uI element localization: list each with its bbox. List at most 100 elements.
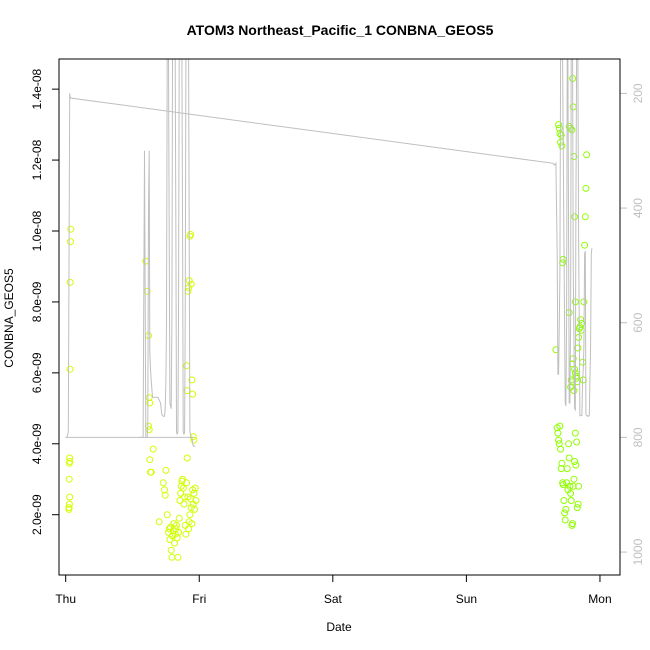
data-point [146,456,154,464]
data-point [576,323,584,331]
data-point [574,344,582,352]
data-point [182,530,190,538]
data-point [185,525,193,533]
data-point [67,225,75,233]
data-point [183,454,191,462]
data-point [579,376,587,384]
data-point [187,280,195,288]
data-point [189,390,197,398]
data-point [65,500,73,508]
data-point [557,445,565,453]
data-point [571,213,579,221]
data-point [66,493,74,501]
data-point [67,238,74,246]
data-point [574,500,582,508]
data-point [572,461,580,469]
data-point [65,475,73,483]
data-point [66,278,74,286]
x-axis-label: Date [326,620,352,634]
data-point [561,516,569,524]
y2-tick-label: 400 [631,198,645,218]
data-point [581,241,589,249]
data-point [191,505,199,513]
data-point [167,546,175,554]
plot-content [65,59,593,561]
data-point [189,433,197,441]
data-point [583,151,591,159]
data-point [559,255,567,263]
x-tick-label: Thu [55,592,76,606]
y-tick-label: 4.0e-09 [30,423,44,464]
data-point [567,489,575,497]
data-point [192,497,200,504]
data-point [558,459,566,467]
data-point [147,468,155,476]
data-point [175,514,183,522]
data-point [560,497,568,504]
y-tick-label: 2.0e-09 [30,494,44,535]
data-point [66,458,74,465]
data-point [168,553,176,561]
data-point [149,445,157,453]
data-point [579,358,587,366]
data-point [191,484,199,492]
data-point [176,497,184,504]
data-point [188,520,196,528]
x-tick-label: Fri [192,592,206,606]
data-point [562,505,570,513]
data-point [557,131,565,139]
data-point [155,518,163,526]
data-point [177,482,185,490]
data-point [163,511,171,519]
data-point [146,399,154,407]
data-point [66,454,74,462]
data-point [558,142,566,150]
y2-axis: 200 400 600 800 1000 [619,83,645,565]
data-point [171,530,179,538]
data-point [582,184,590,192]
data-point [573,438,581,446]
data-point [171,539,178,547]
y2-tick-label: 800 [631,427,645,447]
x-tick-label: Sun [456,592,477,606]
data-point [162,466,170,474]
data-point [181,521,189,529]
data-point [186,511,194,519]
data-point [565,440,573,448]
y2-tick-label: 1000 [631,538,645,565]
data-point [567,497,575,504]
data-point [175,528,182,536]
x-axis: Thu Fri Sat Sun Mon [55,574,612,606]
data-point [566,482,574,490]
data-point [187,504,195,512]
data-point [66,365,74,373]
data-point [183,479,191,487]
series-line-2 [145,59,196,447]
data-point [570,475,578,483]
y-axis-label: CONBNA_GEOS5 [2,268,16,368]
data-point [573,504,581,512]
data-point [556,422,564,430]
data-point [165,525,173,533]
data-point [569,520,577,528]
data-point [581,213,589,221]
data-point [179,475,187,483]
chart-title: ATOM3 Northeast_Pacific_1 CONBNA_GEOS5 [187,22,494,38]
data-point [554,429,562,437]
data-point [180,500,188,508]
x-tick-label: Mon [588,592,611,606]
data-point [174,553,182,561]
y-axis: 2.0e-09 4.0e-09 6.0e-09 8.0e-09 1.0e-08 1.2e-… [30,68,60,535]
data-point [188,376,196,384]
data-point [577,316,585,324]
data-point [173,521,180,529]
data-point [161,486,168,494]
data-point [187,231,195,238]
y-tick-label: 1.0e-08 [30,210,44,251]
series-line-1 [65,59,593,438]
data-point [161,491,169,499]
series-line-4 [139,150,147,438]
x-tick-label: Sat [324,592,343,606]
data-point [569,482,577,490]
